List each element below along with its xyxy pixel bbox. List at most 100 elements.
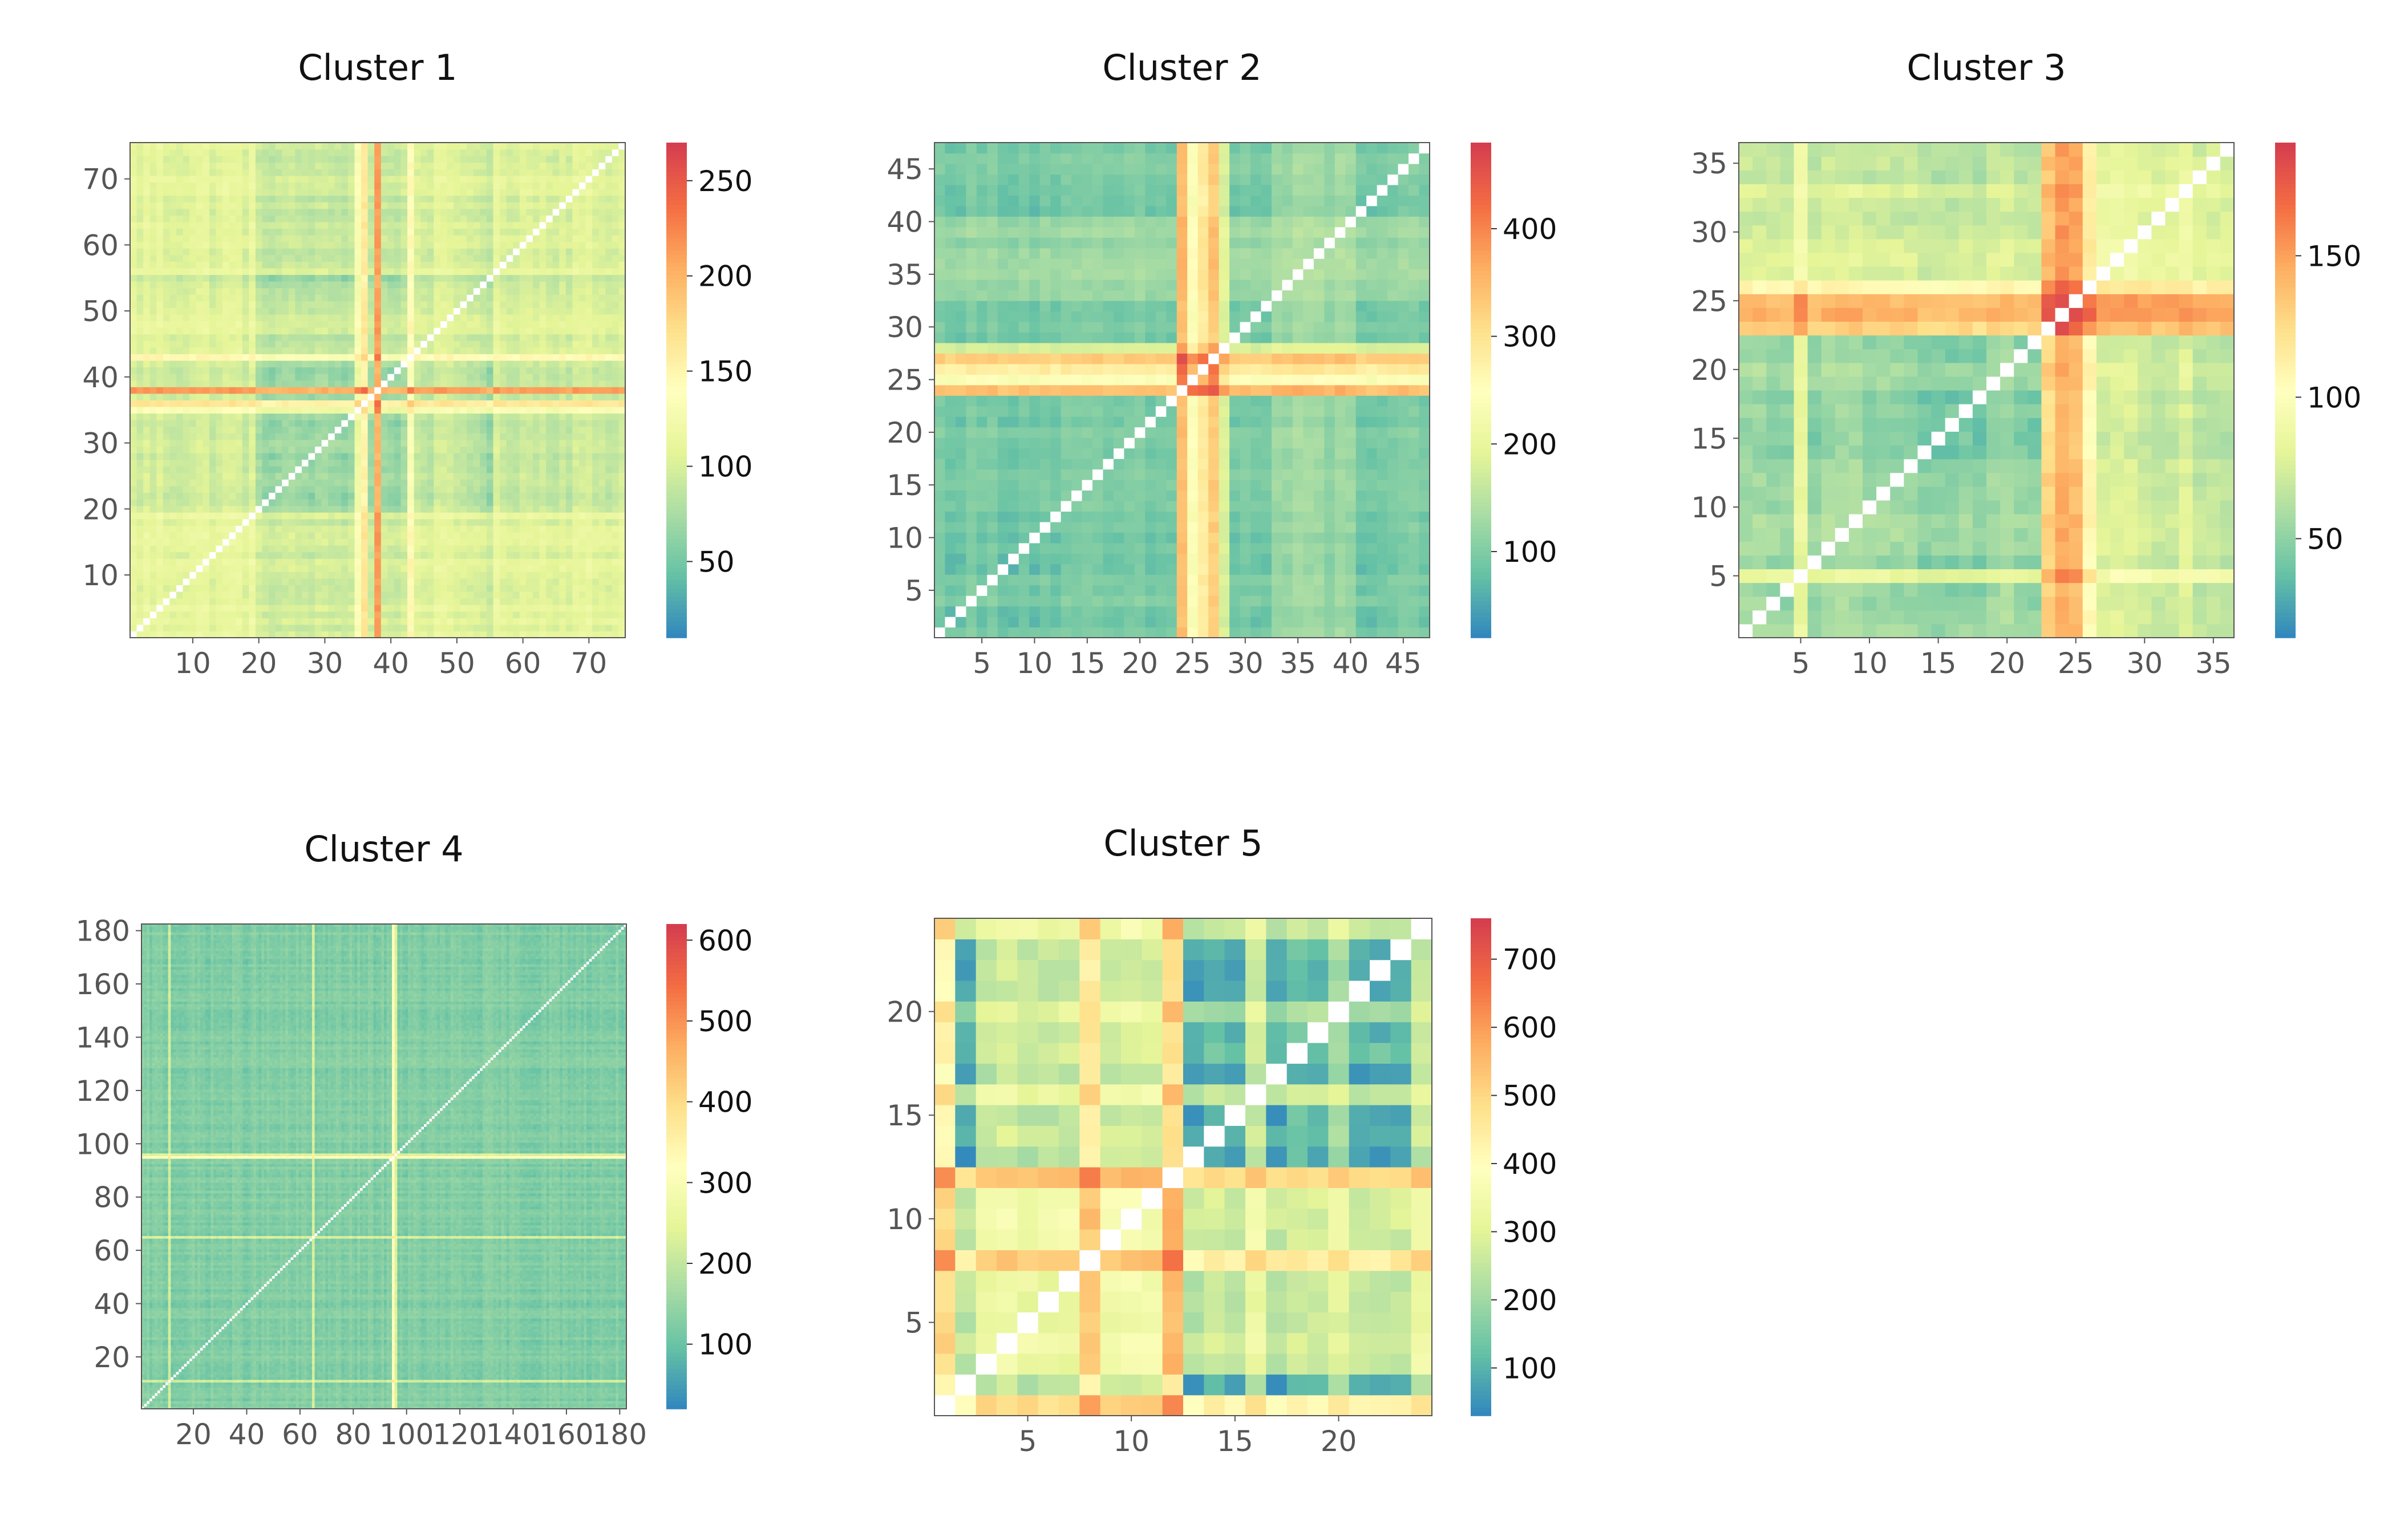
heatmap-cell	[579, 625, 586, 631]
heatmap-cell	[553, 400, 560, 407]
heatmap-cell	[572, 512, 579, 519]
heatmap-cell	[169, 466, 176, 473]
heatmap-cell	[282, 625, 289, 631]
heatmap-cell	[460, 578, 467, 585]
heatmap-cell	[269, 420, 276, 427]
heatmap-cell	[368, 631, 375, 638]
heatmap-cell	[447, 440, 454, 447]
heatmap-cell	[599, 473, 606, 480]
heatmap-cell	[592, 427, 599, 433]
heatmap-cell	[282, 479, 289, 486]
heatmap-cell	[137, 394, 144, 400]
heatmap-cell	[546, 473, 553, 480]
heatmap-cell	[203, 453, 209, 460]
heatmap-cell	[374, 440, 381, 447]
heatmap-cell	[493, 525, 500, 532]
heatmap-cell	[335, 460, 342, 467]
heatmap-cell	[394, 512, 401, 519]
heatmap-cell	[420, 407, 427, 414]
heatmap-cell	[276, 440, 282, 447]
heatmap-cell	[599, 558, 606, 565]
heatmap-cell	[572, 420, 579, 427]
heatmap-cell	[500, 394, 507, 400]
heatmap-cell	[460, 565, 467, 572]
heatmap-cell	[401, 414, 408, 420]
heatmap-cell	[242, 453, 249, 460]
heatmap-cell	[328, 565, 335, 572]
heatmap-cell	[480, 420, 487, 427]
heatmap-cell	[368, 605, 375, 611]
heatmap-cell	[526, 486, 533, 493]
heatmap-cell	[513, 631, 520, 638]
heatmap-cell	[460, 420, 467, 427]
heatmap-cell	[256, 545, 262, 552]
heatmap-cell	[520, 611, 527, 618]
heatmap-cell	[592, 499, 599, 506]
heatmap-cell	[203, 519, 209, 526]
heatmap-cell	[427, 492, 434, 499]
heatmap-cell	[381, 479, 388, 486]
heatmap-cell	[447, 611, 454, 618]
heatmap-cell	[335, 558, 342, 565]
heatmap-cell	[335, 473, 342, 480]
heatmap-cell	[361, 473, 368, 480]
heatmap-cell	[269, 545, 276, 552]
heatmap-cell	[520, 506, 527, 513]
heatmap-cell	[414, 460, 421, 467]
heatmap-cell	[381, 394, 388, 400]
heatmap-cell	[348, 446, 355, 453]
heatmap-cell	[473, 506, 480, 513]
heatmap-cell	[322, 453, 329, 460]
heatmap-cell	[256, 486, 262, 493]
heatmap-cell	[130, 466, 137, 473]
heatmap-cell	[196, 532, 203, 539]
heatmap-cell	[467, 460, 473, 467]
heatmap-cell	[130, 427, 137, 433]
heatmap-cell	[302, 552, 309, 559]
heatmap-cell	[434, 545, 440, 552]
heatmap-cell	[315, 519, 322, 526]
heatmap-cell	[183, 572, 190, 578]
heatmap-cell	[130, 545, 137, 552]
heatmap-cell	[520, 460, 527, 467]
heatmap-cell	[302, 440, 309, 447]
heatmap-cell	[229, 414, 236, 420]
heatmap-cell	[572, 545, 579, 552]
heatmap-cell	[460, 591, 467, 598]
heatmap-cell	[242, 591, 249, 598]
heatmap-cell	[137, 545, 144, 552]
heatmap-cell	[414, 565, 421, 572]
heatmap-cell	[308, 460, 315, 467]
heatmap-cell	[183, 387, 190, 394]
heatmap-cell	[394, 394, 401, 400]
heatmap-cell	[249, 512, 256, 519]
heatmap-cell	[203, 466, 209, 473]
heatmap-cell	[553, 446, 560, 453]
heatmap-cell	[553, 591, 560, 598]
heatmap-cell	[460, 532, 467, 539]
heatmap-cell	[295, 466, 302, 473]
heatmap-cell	[368, 506, 375, 513]
heatmap-cell	[605, 585, 612, 591]
heatmap-cell	[262, 400, 269, 407]
heatmap-cell	[480, 506, 487, 513]
heatmap-cell	[592, 558, 599, 565]
heatmap-cell	[572, 506, 579, 513]
heatmap-cell	[467, 558, 473, 565]
heatmap-cell	[381, 525, 388, 532]
heatmap-cell	[335, 532, 342, 539]
heatmap-cell	[169, 591, 176, 598]
heatmap-cell	[546, 605, 553, 611]
heatmap-cell	[308, 631, 315, 638]
heatmap-cell	[328, 486, 335, 493]
heatmap-cell	[163, 565, 170, 572]
heatmap-cell	[276, 460, 282, 467]
heatmap-cell	[401, 479, 408, 486]
heatmap-cell	[269, 618, 276, 625]
heatmap-cell	[454, 440, 460, 447]
heatmap-cell	[454, 572, 460, 578]
heatmap-cell	[605, 460, 612, 467]
heatmap-cell	[586, 414, 593, 420]
heatmap-cell	[315, 492, 322, 499]
heatmap-cell	[203, 578, 209, 585]
